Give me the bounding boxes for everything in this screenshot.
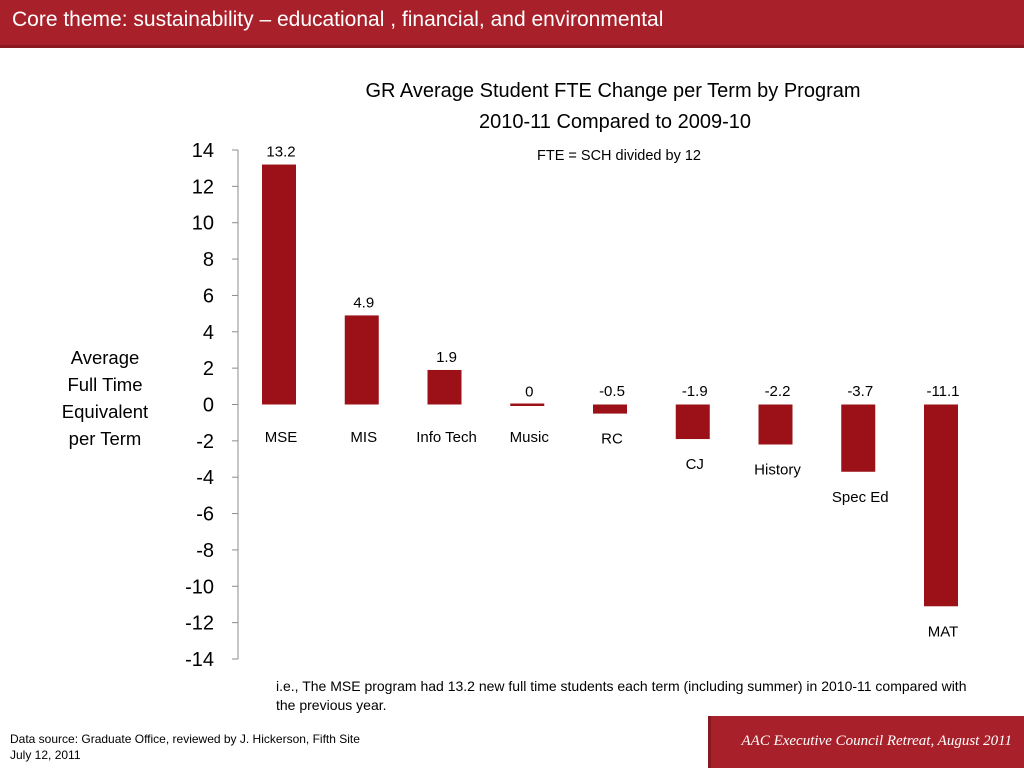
y-tick-label: 2 — [203, 358, 214, 380]
y-tick-label: 10 — [192, 213, 214, 235]
bar-value-label: -11.1 — [926, 383, 959, 400]
category-label: Music — [510, 429, 550, 446]
category-label: MAT — [928, 623, 959, 640]
chart-annotation: FTE = SCH divided by 12 — [537, 148, 701, 164]
y-tick-label: 8 — [203, 249, 214, 271]
bar — [344, 315, 379, 405]
y-tick-label: 0 — [203, 395, 214, 417]
data-source: Data source: Graduate Office, reviewed b… — [10, 731, 360, 763]
y-tick-label: 4 — [203, 322, 214, 344]
y-tick-label: -12 — [185, 613, 214, 635]
data-source-date: July 12, 2011 — [10, 748, 81, 762]
y-tick-label: -4 — [196, 467, 214, 489]
category-label: CJ — [686, 456, 704, 473]
footer-banner: AAC Executive Council Retreat, August 20… — [708, 716, 1024, 768]
bar — [262, 164, 296, 405]
bar-value-label: -2.2 — [765, 383, 791, 400]
y-axis-label-line: per Term — [69, 428, 142, 449]
category-label: MSE — [265, 429, 298, 446]
category-label: Info Tech — [416, 429, 477, 446]
y-tick-label: 12 — [192, 176, 214, 198]
y-tick-label: -10 — [185, 576, 214, 598]
y-axis-label-line: Average — [71, 347, 140, 368]
y-axis-label-line: Full Time — [67, 374, 142, 395]
category-label: MIS — [350, 429, 377, 446]
y-tick-label: 14 — [192, 140, 214, 162]
footer-text: AAC Executive Council Retreat, August 20… — [741, 733, 1013, 749]
bar — [593, 404, 627, 414]
bar — [675, 404, 710, 440]
bar-value-label: 13.2 — [266, 144, 295, 161]
bar-value-label: 4.9 — [353, 294, 374, 311]
y-tick-label: -2 — [196, 431, 214, 453]
y-tick-label: -8 — [196, 540, 214, 562]
data-source-line: Data source: Graduate Office, reviewed b… — [10, 732, 360, 746]
chart-caption: i.e., The MSE program had 13.2 new full … — [276, 678, 967, 713]
y-axis-label-line: Equivalent — [62, 401, 148, 422]
header-bar: Core theme: sustainability – educational… — [0, 0, 1024, 48]
bar-value-label: 1.9 — [436, 349, 457, 366]
header-title: Core theme: sustainability – educational… — [12, 8, 664, 31]
bar-value-label: 0 — [525, 384, 533, 401]
chart-title: GR Average Student FTE Change per Term b… — [365, 80, 860, 102]
bar-value-label: -0.5 — [599, 383, 625, 400]
chart-subtitle: 2010-11 Compared to 2009-10 — [479, 111, 751, 133]
category-label: History — [754, 461, 801, 478]
category-label: Spec Ed — [832, 489, 889, 506]
bar-value-label: -3.7 — [847, 383, 873, 400]
y-tick-label: -14 — [185, 649, 214, 671]
bar-value-label: -1.9 — [682, 383, 708, 400]
bar — [510, 403, 545, 406]
bar — [924, 404, 958, 607]
y-tick-label: 6 — [203, 285, 214, 307]
y-tick-label: -6 — [196, 504, 214, 526]
bar — [427, 369, 462, 405]
bar — [758, 404, 793, 445]
category-label: RC — [601, 431, 623, 448]
bar — [841, 404, 876, 472]
